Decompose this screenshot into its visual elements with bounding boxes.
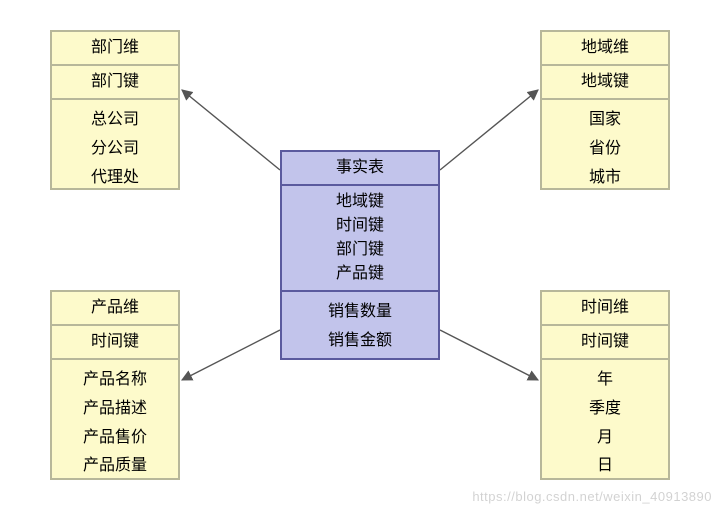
fact-table-node: 事实表 地域键时间键部门键产品键 销售数量销售金额 (280, 150, 440, 360)
dim-attr: 产品售价 (60, 424, 170, 453)
dim-attrs: 国家省份城市 (542, 100, 668, 198)
edge-dept (182, 90, 280, 170)
dim-attr: 产品描述 (60, 395, 170, 424)
dim-attr: 省份 (550, 135, 660, 164)
dim-attr: 月 (550, 424, 660, 453)
edge-product (182, 330, 280, 380)
dim-key: 时间键 (52, 326, 178, 360)
dim-node-product: 产品维时间键产品名称产品描述产品售价产品质量 (50, 290, 180, 480)
dim-attr: 日 (550, 452, 660, 481)
dim-title: 产品维 (52, 292, 178, 326)
fact-key: 产品键 (288, 262, 432, 286)
dim-title: 地域维 (542, 32, 668, 66)
edge-time (440, 330, 538, 380)
dim-key: 地域键 (542, 66, 668, 100)
dim-attr: 城市 (550, 164, 660, 193)
fact-measure: 销售金额 (290, 327, 430, 356)
dim-attrs: 产品名称产品描述产品售价产品质量 (52, 360, 178, 487)
edge-region (440, 90, 538, 170)
star-schema-diagram: 事实表 地域键时间键部门键产品键 销售数量销售金额 部门维部门键总公司分公司代理… (0, 0, 720, 510)
fact-key: 时间键 (288, 214, 432, 238)
dim-key: 时间键 (542, 326, 668, 360)
dim-attr: 分公司 (60, 135, 170, 164)
dim-attr: 代理处 (60, 164, 170, 193)
watermark-text: https://blog.csdn.net/weixin_40913890 (472, 489, 712, 504)
fact-measure: 销售数量 (290, 298, 430, 327)
dim-node-dept: 部门维部门键总公司分公司代理处 (50, 30, 180, 190)
fact-key: 地域键 (288, 190, 432, 214)
fact-key: 部门键 (288, 238, 432, 262)
dim-attr: 年 (550, 366, 660, 395)
dim-attr: 产品名称 (60, 366, 170, 395)
dim-title: 时间维 (542, 292, 668, 326)
dim-node-time: 时间维时间键年季度月日 (540, 290, 670, 480)
dim-attr: 季度 (550, 395, 660, 424)
dim-title: 部门维 (52, 32, 178, 66)
fact-title: 事实表 (282, 152, 438, 186)
dim-attr: 产品质量 (60, 452, 170, 481)
fact-keys: 地域键时间键部门键产品键 (282, 186, 438, 292)
dim-key: 部门键 (52, 66, 178, 100)
dim-node-region: 地域维地域键国家省份城市 (540, 30, 670, 190)
dim-attr: 国家 (550, 106, 660, 135)
dim-attrs: 总公司分公司代理处 (52, 100, 178, 198)
dim-attr: 总公司 (60, 106, 170, 135)
dim-attrs: 年季度月日 (542, 360, 668, 487)
fact-measures: 销售数量销售金额 (282, 292, 438, 362)
